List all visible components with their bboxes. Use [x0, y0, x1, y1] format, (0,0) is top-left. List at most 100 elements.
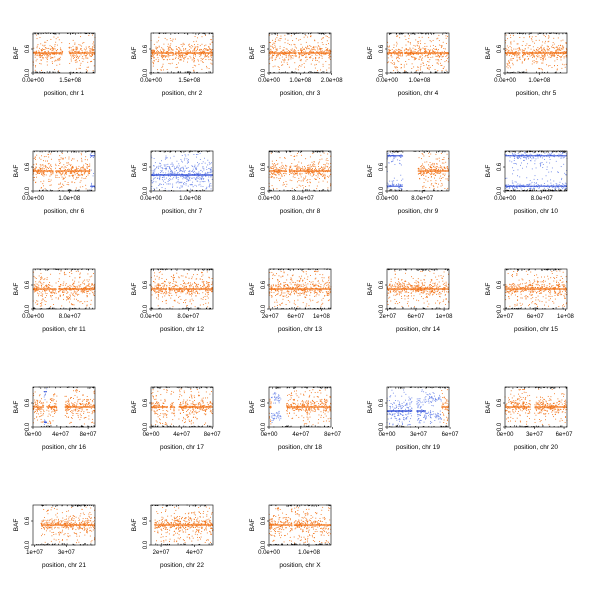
data-point: [43, 180, 45, 182]
data-point: [195, 167, 196, 169]
data-point: [76, 54, 78, 56]
data-point: [65, 166, 67, 168]
data-point: [307, 36, 309, 38]
data-point: [84, 33, 86, 35]
data-point: [279, 167, 281, 168]
data-point: [81, 159, 83, 161]
data-point: [544, 49, 546, 51]
data-point: [447, 35, 448, 37]
data-point: [163, 43, 165, 45]
data-point: [75, 168, 77, 170]
data-point: [196, 48, 198, 50]
data-point: [153, 43, 155, 45]
data-point: [276, 48, 278, 50]
data-point: [191, 59, 193, 61]
data-point: [563, 151, 565, 153]
data-point: [415, 150, 417, 152]
data-point: [295, 165, 296, 167]
data-point: [328, 54, 330, 55]
data-point: [47, 286, 49, 288]
data-point: [540, 33, 542, 34]
data-point: [299, 173, 300, 175]
data-point: [525, 33, 527, 35]
data-point: [317, 173, 319, 175]
data-point: [158, 185, 160, 187]
data-point: [45, 54, 47, 55]
data-point: [442, 41, 444, 43]
data-point: [425, 175, 427, 177]
data-point: [315, 178, 317, 180]
data-point: [505, 184, 507, 186]
data-point: [204, 162, 206, 164]
data-point: [44, 188, 46, 190]
data-point: [317, 49, 319, 51]
data-point: [283, 167, 285, 169]
data-point: [425, 47, 427, 49]
data-point: [539, 48, 541, 49]
data-point: [400, 67, 402, 69]
data-point: [284, 54, 286, 56]
data-point: [445, 69, 447, 71]
data-point: [33, 47, 35, 49]
y-tick-label: 0.6: [497, 44, 503, 53]
data-point: [563, 57, 565, 59]
data-point: [398, 48, 400, 50]
data-point: [70, 168, 72, 170]
data-point: [443, 166, 445, 168]
data-point: [427, 169, 429, 171]
data-point: [309, 166, 311, 168]
data-point: [509, 34, 511, 36]
data-point: [186, 178, 188, 180]
data-point: [309, 57, 310, 59]
data-point: [518, 47, 520, 49]
data-point: [171, 62, 173, 64]
data-point: [174, 32, 176, 34]
data-point: [165, 169, 167, 171]
data-point: [418, 47, 420, 49]
data-point: [509, 187, 511, 189]
data-point: [92, 269, 94, 271]
data-point: [391, 189, 393, 191]
data-point: [33, 177, 35, 178]
data-point: [43, 173, 45, 175]
data-point: [312, 58, 314, 60]
data-point: [175, 53, 177, 55]
data-point: [280, 51, 282, 53]
data-point: [506, 64, 508, 66]
data-point: [443, 167, 445, 169]
data-point: [272, 166, 274, 168]
data-point: [529, 189, 531, 191]
data-point: [282, 167, 284, 169]
data-point: [557, 49, 559, 51]
data-point: [206, 55, 207, 57]
data-point: [532, 54, 534, 55]
data-point: [72, 285, 74, 287]
data-point: [156, 51, 158, 52]
data-point: [314, 58, 316, 60]
data-point: [72, 294, 74, 296]
data-point: [52, 171, 54, 173]
data-point: [555, 51, 556, 53]
data-point: [441, 71, 443, 73]
data-point: [89, 50, 91, 52]
data-point: [328, 67, 330, 69]
data-point: [411, 68, 413, 69]
data-point: [557, 37, 559, 39]
data-point: [329, 58, 331, 60]
data-point: [555, 151, 557, 153]
data-point: [417, 69, 419, 71]
data-point: [397, 54, 399, 56]
data-point: [308, 167, 309, 169]
data-point: [282, 59, 284, 61]
data-point: [542, 33, 544, 35]
data-point: [73, 172, 75, 174]
data-point: [521, 153, 523, 155]
data-point: [207, 159, 209, 161]
data-point: [58, 168, 60, 170]
data-point: [190, 71, 192, 73]
data-point: [60, 173, 62, 175]
data-point: [308, 48, 310, 50]
data-point: [530, 186, 532, 188]
